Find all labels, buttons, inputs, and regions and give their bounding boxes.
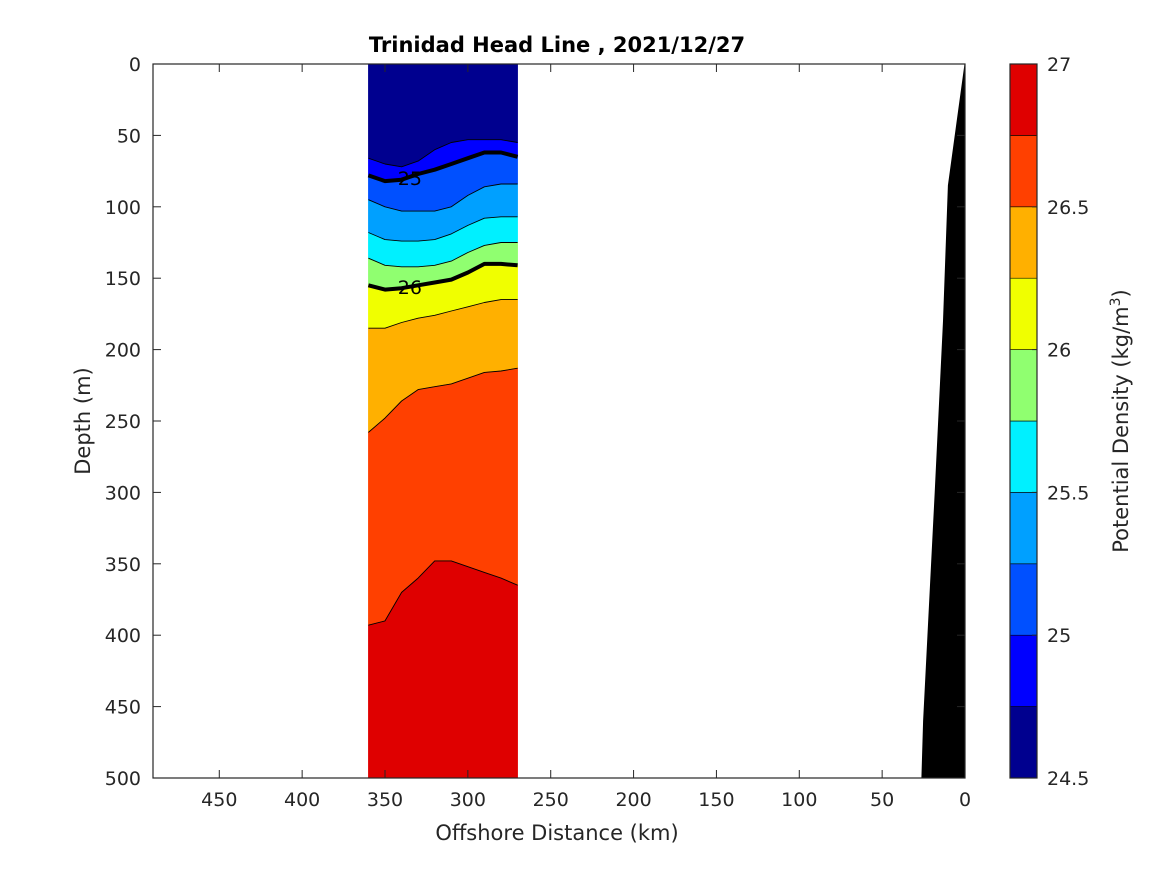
x-tick-label-9: 0	[959, 789, 971, 811]
y-tick-label-1: 50	[117, 125, 141, 147]
contour-label-layer: 25 26	[398, 168, 422, 299]
x-tick-label-3: 300	[450, 789, 486, 811]
y-tick-label-8: 400	[105, 625, 141, 647]
x-tick-label-5: 200	[615, 789, 651, 811]
colorbar-swatch-4	[1009, 420, 1038, 493]
plot-area	[153, 64, 965, 778]
y-tick-label-2: 100	[105, 197, 141, 219]
isopycnal-line-labeled-1	[367, 150, 519, 184]
colorbar-tick-label-4: 26.5	[1047, 197, 1089, 219]
y-tick-label-0: 0	[129, 54, 141, 76]
y-tick-label-4: 200	[105, 340, 141, 362]
y-tick-label-5: 250	[105, 411, 141, 433]
y-axis-label: Depth (m)	[71, 367, 95, 474]
colorbar-tick-label-5: 27	[1047, 54, 1071, 76]
axes: 450 400 350 300 250 200 150 100 50 00501001502002…	[105, 54, 971, 811]
isopycnal-line-labeled-5	[367, 261, 518, 292]
x-tick-label-0: 450	[201, 789, 237, 811]
y-tick-label-3: 150	[105, 268, 141, 290]
y-tick-label-10: 500	[105, 768, 141, 790]
bottom-topography-layer	[921, 64, 965, 778]
colorbar-swatch-9	[1009, 63, 1038, 136]
filled-contour-layer	[368, 64, 518, 778]
isopycnal-line-3	[368, 216, 518, 242]
colorbar-swatch-2	[1009, 563, 1038, 636]
x-tick-label-1: 400	[284, 789, 320, 811]
colorbar-tick-label-1: 25	[1047, 625, 1071, 647]
y-tick-label-7: 350	[105, 554, 141, 576]
y-tick-label-6: 300	[105, 482, 141, 504]
colorbar-tick-label-0: 24.5	[1047, 768, 1089, 790]
colorbar-swatch-7	[1009, 206, 1038, 279]
chart-title: Trinidad Head Line , 2021/12/27	[369, 33, 745, 57]
colorbar-tick-label-3: 26	[1047, 340, 1071, 362]
contour-label-0: 25	[398, 168, 422, 190]
colorbar-swatch-5	[1009, 349, 1038, 422]
isopycnal-line-0	[368, 139, 518, 168]
colorbar-swatch-0	[1009, 706, 1038, 779]
y-tick-label-9: 450	[105, 697, 141, 719]
colorbar-frame	[1009, 63, 1038, 779]
colorbar-label-close: )	[1109, 289, 1133, 297]
isopycnal-line-6	[368, 299, 518, 329]
colorbar: 24.5 25 25.5 26 26.5 27	[1009, 54, 1089, 790]
colorbar-tick-label-2: 25.5	[1047, 482, 1089, 504]
isopycnal-line-8	[368, 560, 518, 626]
colorbar-label: Potential Density (kg/m3)	[1108, 289, 1133, 553]
x-tick-label-2: 350	[367, 789, 403, 811]
x-tick-label-6: 150	[698, 789, 734, 811]
isopycnal-line-2	[368, 183, 518, 212]
colorbar-swatch-3	[1009, 492, 1038, 565]
x-tick-label-8: 50	[870, 789, 894, 811]
colorbar-swatch-6	[1009, 277, 1038, 350]
bottom-topography	[921, 64, 965, 778]
x-axis-label: Offshore Distance (km)	[435, 821, 678, 845]
x-tick-label-4: 250	[533, 789, 569, 811]
contour-line-layer	[367, 139, 519, 626]
isopycnal-line-4	[368, 242, 518, 268]
colorbar-swatch-8	[1009, 135, 1038, 208]
x-tick-label-7: 100	[781, 789, 817, 811]
colorbar-label-main: Potential Density (kg/m	[1109, 306, 1133, 552]
colorbar-label-superscript: 3	[1108, 297, 1124, 306]
isopycnal-line-7	[368, 367, 518, 433]
colorbar-swatch-1	[1009, 634, 1038, 707]
contour-label-1: 26	[398, 277, 422, 299]
